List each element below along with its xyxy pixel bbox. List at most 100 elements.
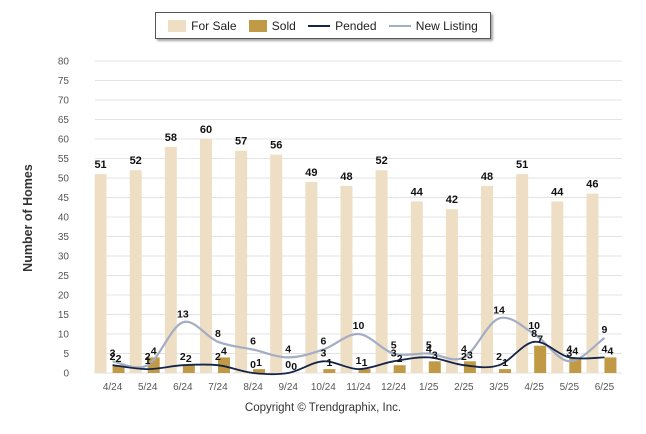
for-sale-bar <box>516 174 529 373</box>
for-sale-bar <box>551 201 564 373</box>
new-listing-value-label: 3 <box>110 347 116 359</box>
y-tick-label: 75 <box>58 76 70 87</box>
new-listing-value-label: 8 <box>215 328 221 340</box>
sold-value-label: 3 <box>432 349 438 361</box>
pended-value-label: 2 <box>110 351 116 363</box>
sold-value-label: 2 <box>186 353 192 365</box>
new-listing-value-label: 5 <box>426 340 432 352</box>
for-sale-bar <box>586 193 599 373</box>
for-sale-bar <box>410 201 423 373</box>
pended-value-label: 8 <box>531 328 537 340</box>
legend-item-for-sale[interactable]: For Sale <box>168 18 237 33</box>
y-tick-label: 40 <box>58 213 70 224</box>
sold-value-label: 4 <box>221 345 227 357</box>
new-listing-value-label: 3 <box>566 347 572 359</box>
for-sale-value-label: 44 <box>411 186 424 198</box>
y-tick-label: 30 <box>58 252 70 263</box>
for-sale-value-label: 46 <box>586 179 598 191</box>
sold-bar <box>253 369 266 373</box>
pended-line <box>112 340 605 376</box>
for-sale-bar <box>340 185 353 373</box>
for-sale-bar <box>235 150 248 373</box>
sold-swatch <box>248 19 267 32</box>
pended-value-label: 2 <box>215 351 221 363</box>
sold-bar <box>534 345 547 373</box>
for-sale-bar <box>94 174 107 373</box>
new-listing-value-label: 13 <box>177 308 189 320</box>
for-sale-bars <box>94 139 599 373</box>
new-listing-value-label: 5 <box>391 340 397 352</box>
y-tick-label: 20 <box>58 291 70 302</box>
for-sale-bar <box>481 185 494 373</box>
for-sale-value-label: 48 <box>481 171 493 183</box>
sold-bar <box>428 361 441 373</box>
x-tick-label: 5/25 <box>560 382 580 393</box>
for-sale-value-label: 60 <box>200 124 212 136</box>
new-listing-value-label: 4 <box>285 343 291 355</box>
x-tick-label: 7/24 <box>208 382 228 393</box>
for-sale-value-label: 42 <box>446 194 458 206</box>
y-tick-label: 55 <box>58 154 70 165</box>
y-tick-label: 25 <box>58 271 70 282</box>
sold-value-label: 4 <box>608 345 614 357</box>
x-tick-label: 10/24 <box>311 382 336 393</box>
new-listing-value-label: 10 <box>353 320 365 332</box>
for-sale-value-label: 56 <box>270 140 282 152</box>
x-tick-label: 4/25 <box>524 382 544 393</box>
x-tick-label: 11/24 <box>346 382 371 393</box>
for-sale-bar <box>375 170 388 373</box>
grid-lines <box>95 60 622 374</box>
pended-value-label: 2 <box>496 351 502 363</box>
new-listing-line <box>112 316 606 369</box>
x-tick-label: 12/24 <box>381 382 406 393</box>
sold-value-label: 1 <box>362 357 368 369</box>
pended-value-label: 1 <box>356 355 362 367</box>
for-sale-bar <box>199 139 212 373</box>
trend-lines <box>112 316 606 376</box>
for-sale-value-label: 49 <box>305 167 317 179</box>
x-axis-ticks: 4/24 5/24 6/24 7/24 8/24 9/24 10/24 11/24 12/24 1… <box>103 382 615 393</box>
legend-label-sold: Sold <box>271 18 296 33</box>
x-tick-label: 6/24 <box>173 382 193 393</box>
y-tick-label: 0 <box>63 369 69 380</box>
new-listing-value-label: 10 <box>528 320 540 332</box>
y-tick-label: 80 <box>58 57 70 68</box>
y-tick-label: 60 <box>58 135 70 146</box>
sold-value-label: 2 <box>397 353 403 365</box>
pended-value-label: 2 <box>461 351 467 363</box>
sold-bar <box>499 369 512 373</box>
y-tick-label: 50 <box>58 174 70 185</box>
x-tick-label: 3/25 <box>489 382 509 393</box>
y-tick-label: 65 <box>58 115 70 126</box>
for-sale-value-label: 57 <box>235 136 247 148</box>
pended-value-label: 4 <box>566 343 572 355</box>
pended-value-label: 4 <box>426 343 432 355</box>
y-tick-label: 15 <box>58 310 70 321</box>
y-tick-label: 70 <box>58 96 70 107</box>
sold-bar <box>463 361 476 373</box>
pended-value-label: 1 <box>145 355 151 367</box>
x-tick-label: 1/25 <box>419 382 439 393</box>
legend-item-new-listing[interactable]: New Listing <box>388 19 478 33</box>
sold-value-label: 3 <box>467 349 473 361</box>
for-sale-value-label: 51 <box>516 159 528 171</box>
new-listing-value-label: 14 <box>493 304 505 316</box>
sold-bar <box>358 369 371 373</box>
new-listing-value-label: 6 <box>320 336 326 348</box>
x-tick-label: 2/25 <box>454 382 474 393</box>
legend-label-pended: Pended <box>335 18 377 33</box>
sold-value-label: 4 <box>151 345 157 357</box>
new-listing-value-label: 2 <box>145 351 151 363</box>
pended-value-label: 0 <box>285 359 291 371</box>
x-tick-label: 6/25 <box>595 382 615 393</box>
sold-value-label: 0 <box>291 361 297 373</box>
legend-item-pended[interactable]: Pended <box>308 18 377 33</box>
sold-value-label: 2 <box>116 353 122 365</box>
new-listing-value-label: 6 <box>250 336 256 348</box>
new-listing-swatch <box>388 24 411 27</box>
for-sale-value-label: 44 <box>551 186 564 198</box>
x-tick-label: 4/24 <box>103 382 123 393</box>
legend-item-sold[interactable]: Sold <box>248 18 296 33</box>
for-sale-bar <box>164 146 177 373</box>
legend-label-for-sale: For Sale <box>191 18 237 33</box>
